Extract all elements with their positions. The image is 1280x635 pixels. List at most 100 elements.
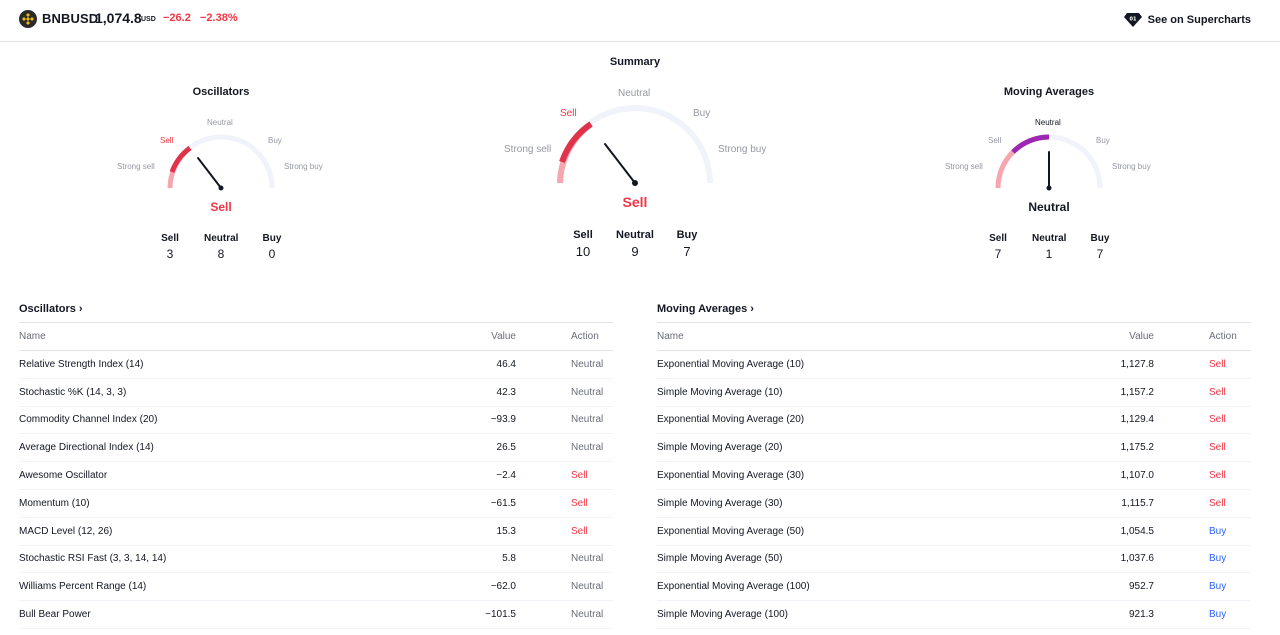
indicator-value: 921.3 — [1128, 609, 1154, 621]
moving-averages-strong-sell-label: Strong sell — [945, 162, 983, 171]
summary-count-sell: 10 — [575, 244, 591, 259]
moving-averages-counts: Sell 7 Neutral 1 Buy 7 — [984, 233, 1114, 261]
column-name: Name — [19, 331, 46, 342]
indicator-name: MACD Level (12, 26) — [19, 525, 113, 537]
indicator-name: Exponential Moving Average (10) — [657, 358, 805, 370]
table-row: Exponential Moving Average (50) 1,054.5 Bu… — [657, 518, 1251, 546]
table-row: Simple Moving Average (30) 1,115.7 Sell — [657, 490, 1251, 518]
summary-count-neutral: 9 — [631, 244, 639, 259]
chevron-right-icon: › — [78, 303, 83, 315]
summary-sell-label: Sell — [560, 108, 577, 119]
indicator-name: Relative Strength Index (14) — [19, 358, 144, 370]
moving-averages-count-neutral: 1 — [1045, 247, 1053, 261]
table-row: Exponential Moving Average (100) 952.7 Buy — [657, 573, 1251, 602]
column-value: Value — [491, 331, 516, 342]
oscillators-needle — [197, 157, 222, 189]
table-row: Average Directional Index (14) 26.5 Neutra… — [19, 434, 613, 463]
oscillators-counts: Sell 3 Neutral 8 Buy 0 — [156, 233, 286, 261]
column-value: Value — [1129, 331, 1154, 342]
symbol-header: BNBUSD 1,074.8 USD −26.2 −2.38% 01 See o… — [0, 0, 1280, 42]
see-on-supercharts-link[interactable]: 01 See on Supercharts — [1123, 10, 1251, 30]
oscillators-count-buy: 0 — [268, 247, 276, 261]
oscillators-table: Oscillators › Name Value Action Relative … — [19, 298, 613, 629]
indicator-value: −2.4 — [496, 470, 516, 482]
indicator-action: Neutral — [571, 442, 604, 454]
moving-averages-count-buy: 7 — [1096, 247, 1104, 261]
table-row: Exponential Moving Average (30) 1,107.0 Se… — [657, 462, 1251, 490]
indicator-name: Commodity Channel Index (20) — [19, 414, 158, 426]
indicator-action: Buy — [1209, 609, 1227, 621]
indicator-name: Exponential Moving Average (20) — [657, 414, 805, 426]
table-row: Awesome Oscillator −2.4 Sell — [19, 462, 613, 490]
summary-count-neutral-label: Neutral — [616, 229, 654, 241]
indicator-value: −62.0 — [490, 581, 516, 593]
oscillators-count-buy-label: Buy — [262, 233, 282, 244]
oscillators-count-neutral: 8 — [217, 247, 225, 261]
table-row: Simple Moving Average (50) 1,037.6 Buy — [657, 546, 1251, 574]
summary-counts: Sell 10 Neutral 9 Buy 7 — [566, 229, 704, 259]
symbol-name: BNBUSD — [42, 11, 99, 26]
moving-averages-count-buy-label: Buy — [1090, 233, 1110, 244]
moving-averages-table: Moving Averages › Name Value Action Expon… — [657, 298, 1251, 629]
price-change-percent: −2.38% — [200, 12, 238, 24]
binance-coin-icon — [19, 10, 37, 28]
moving-averages-neutral-label: Neutral — [1035, 118, 1061, 127]
indicator-name: Bull Bear Power — [19, 609, 91, 621]
oscillators-section-title: Oscillators — [19, 303, 76, 315]
moving-averages-section-link[interactable]: Moving Averages › — [657, 298, 1251, 323]
oscillators-table-header: Name Value Action — [19, 323, 613, 351]
column-action: Action — [571, 331, 599, 342]
column-action: Action — [1209, 331, 1237, 342]
moving-averages-count-sell: 7 — [994, 247, 1002, 261]
oscillators-neutral-label: Neutral — [207, 118, 233, 127]
indicator-value: 26.5 — [496, 442, 516, 454]
indicator-action: Sell — [1209, 497, 1226, 509]
table-row: Commodity Channel Index (20) −93.9 Neutral — [19, 407, 613, 435]
indicator-action: Buy — [1209, 581, 1227, 593]
oscillators-strong-sell-label: Strong sell — [117, 162, 155, 171]
indicator-value: 1,037.6 — [1120, 553, 1154, 565]
oscillators-section-link[interactable]: Oscillators › — [19, 298, 613, 323]
indicator-action: Neutral — [571, 581, 604, 593]
indicator-name: Average Directional Index (14) — [19, 442, 154, 454]
indicator-action: Sell — [1209, 358, 1226, 370]
table-row: Simple Moving Average (20) 1,175.2 Sell — [657, 434, 1251, 463]
oscillators-gauge: Oscillators Strong sell Sell Neutral Buy… — [0, 0, 1280, 280]
indicator-action: Neutral — [571, 414, 604, 426]
see-on-supercharts-label: See on Supercharts — [1147, 14, 1251, 26]
indicator-name: Momentum (10) — [19, 497, 90, 509]
moving-averages-dial — [995, 134, 1103, 191]
indicator-name: Williams Percent Range (14) — [19, 581, 147, 593]
summary-result: Sell — [622, 194, 648, 210]
indicator-value: 1,175.2 — [1120, 442, 1154, 454]
indicator-name: Exponential Moving Average (30) — [657, 470, 805, 482]
price-currency: USD — [141, 16, 156, 23]
indicator-name: Simple Moving Average (10) — [657, 386, 783, 398]
indicator-value: −101.5 — [485, 609, 516, 621]
indicator-value: 46.4 — [496, 358, 516, 370]
indicator-name: Simple Moving Average (100) — [657, 609, 788, 621]
moving-averages-section-title: Moving Averages — [657, 303, 748, 315]
indicator-action: Buy — [1209, 525, 1227, 537]
oscillators-dial — [167, 134, 275, 191]
last-price: 1,074.8 — [95, 10, 142, 26]
table-row: Simple Moving Average (10) 1,157.2 Sell — [657, 379, 1251, 407]
summary-gauge: Summary Strong sell Sell Neutral Buy Str… — [0, 0, 1280, 280]
moving-averages-count-neutral-label: Neutral — [1032, 233, 1067, 244]
table-row: Exponential Moving Average (10) 1,127.8 Se… — [657, 351, 1251, 379]
moving-averages-result: Neutral — [1028, 200, 1070, 214]
oscillators-sell-label: Sell — [160, 136, 174, 145]
indicator-action: Neutral — [571, 386, 604, 398]
summary-neutral-label: Neutral — [618, 88, 651, 99]
indicator-action: Neutral — [571, 358, 604, 370]
summary-gauge-title: Summary — [609, 56, 661, 68]
indicator-action: Sell — [1209, 470, 1226, 482]
oscillators-gauge-title: Oscillators — [192, 86, 250, 98]
indicator-value: 1,107.0 — [1120, 470, 1154, 482]
summary-count-buy: 7 — [683, 244, 691, 259]
indicator-name: Simple Moving Average (30) — [657, 497, 783, 509]
indicator-value: 1,157.2 — [1120, 386, 1154, 398]
indicator-action: Sell — [571, 525, 588, 537]
column-name: Name — [657, 331, 684, 342]
indicator-action: Neutral — [571, 609, 604, 621]
